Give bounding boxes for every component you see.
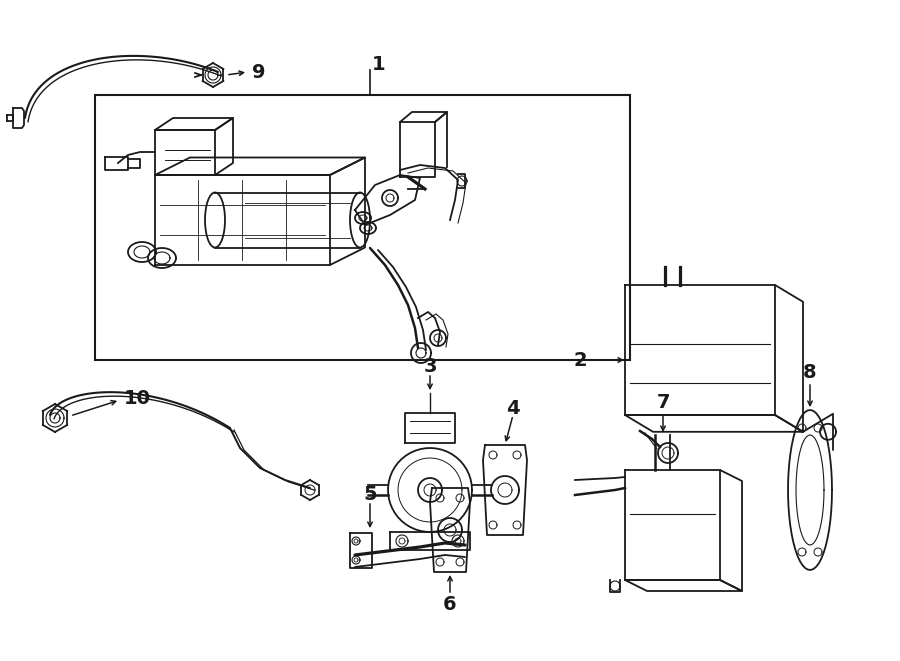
Text: 4: 4 <box>506 399 520 418</box>
Text: 6: 6 <box>443 594 457 613</box>
Text: 2: 2 <box>573 350 587 369</box>
Text: 1: 1 <box>372 56 385 75</box>
Text: 5: 5 <box>364 485 377 504</box>
Bar <box>95 95 630 360</box>
Text: 9: 9 <box>252 63 266 81</box>
Text: 7: 7 <box>656 393 670 412</box>
Text: 10: 10 <box>124 389 151 407</box>
Text: 8: 8 <box>803 362 817 381</box>
Text: 3: 3 <box>423 356 436 375</box>
